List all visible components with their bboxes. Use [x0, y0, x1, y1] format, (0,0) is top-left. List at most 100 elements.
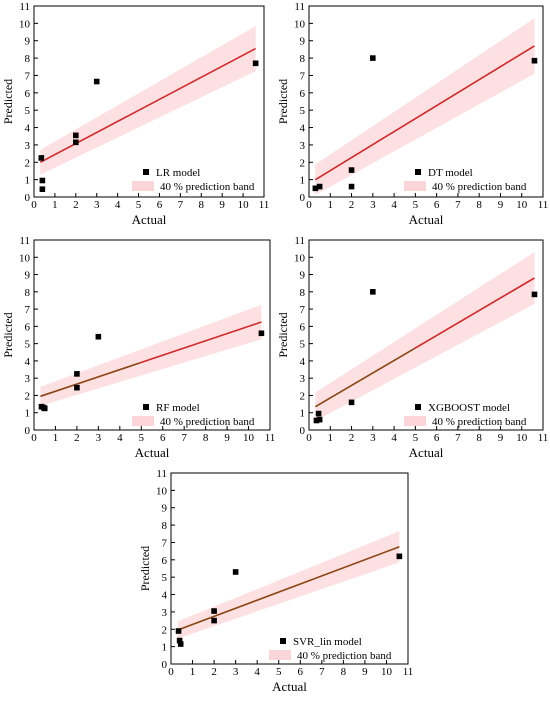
legend-marker-label: DT model — [428, 167, 473, 179]
y-tick-label: 1 — [162, 642, 168, 654]
y-tick-label: 8 — [25, 53, 31, 65]
data-point — [175, 628, 182, 634]
x-tick-label: 6 — [434, 199, 440, 211]
data-point — [74, 371, 80, 377]
fit-line — [314, 45, 535, 181]
x-tick-label: 4 — [254, 666, 260, 678]
data-point — [348, 399, 355, 406]
x-tick-label: 8 — [199, 199, 205, 211]
y-tick-label: 8 — [300, 287, 306, 299]
x-tick-label: 0 — [31, 432, 37, 444]
x-tick-label: 5 — [413, 432, 419, 444]
y-tick-label: 3 — [25, 140, 31, 152]
data-point — [41, 405, 48, 412]
x-tick-label: 11 — [403, 666, 414, 678]
data-point — [315, 410, 322, 417]
y-tick-label: 7 — [162, 537, 168, 549]
x-tick-label: 4 — [391, 199, 397, 211]
x-tick-label: 7 — [319, 666, 325, 678]
plot-frame — [308, 239, 544, 431]
chart-panel-xgboost: 0 1 2 3 4 5 6 7 8 9 10 1101234567891011ActualPredic… — [276, 235, 548, 460]
legend-marker — [280, 638, 286, 644]
y-tick-label: 3 — [162, 607, 168, 619]
data-point — [39, 177, 46, 184]
x-tick-label: 5 — [413, 199, 419, 211]
x-tick-label: 3 — [94, 199, 100, 211]
x-tick-label: 10 — [516, 432, 528, 444]
y-tick-label: 2 — [25, 157, 31, 169]
y-tick-label: 6 — [25, 321, 31, 333]
y-tick-label: 2 — [300, 157, 306, 169]
y-tick-label: 2 — [25, 390, 31, 402]
legend-band-label: 40 % prediction band — [160, 416, 255, 428]
data-point — [74, 384, 80, 391]
data-point — [531, 57, 538, 64]
data-point — [95, 333, 102, 340]
y-tick-label: 1 — [25, 175, 31, 187]
x-tick-label: 2 — [349, 199, 355, 211]
x-tick-label: 9 — [224, 432, 230, 444]
y-tick-label: 1 — [25, 408, 31, 420]
x-tick-label: 5 — [139, 432, 145, 444]
data-point — [531, 291, 538, 298]
data-point — [348, 167, 355, 173]
data-point — [177, 641, 184, 647]
y-tick-label: 9 — [25, 270, 31, 282]
y-tick-label: 10 — [19, 18, 31, 30]
prediction-band — [40, 25, 256, 175]
chart-panel-rf: 0 1 2 3 4 5 6 7 8 9 10 1101234567891011ActualPredic… — [1, 235, 275, 460]
prediction-band — [315, 18, 535, 195]
fit-line — [177, 546, 400, 631]
y-tick-label: 0 — [300, 425, 306, 437]
data-point — [258, 330, 265, 337]
data-point — [176, 637, 183, 644]
x-tick-label: 2 — [349, 432, 355, 444]
x-tick-label: 11 — [259, 199, 270, 211]
x-tick-label: 11 — [538, 199, 549, 211]
y-tick-label: 0 — [162, 659, 168, 671]
data-point — [211, 608, 217, 614]
legend-band-swatch — [132, 416, 154, 426]
x-tick-label: 7 — [181, 432, 187, 444]
legend-marker-label: LR model — [156, 167, 200, 179]
x-tick-label: 8 — [476, 199, 482, 211]
chart-panel-svr-lin: 0 1 2 3 4 5 6 7 8 9 10 1101234567891011ActualPredic… — [138, 468, 413, 694]
x-tick-label: 8 — [341, 666, 347, 678]
legend-band-label: 40 % prediction band — [432, 181, 527, 193]
data-point — [211, 617, 217, 624]
x-tick-label: 9 — [498, 432, 504, 444]
y-tick-label: 0 — [300, 192, 306, 204]
prediction-band — [315, 252, 535, 421]
data-point — [316, 416, 323, 423]
y-tick-label: 11 — [19, 235, 30, 247]
x-tick-label: 9 — [362, 666, 368, 678]
y-tick-label: 5 — [25, 105, 31, 117]
y-tick-label: 8 — [25, 287, 31, 299]
plot-frame — [308, 5, 544, 198]
legend-marker — [143, 404, 149, 410]
x-tick-label: 5 — [276, 666, 282, 678]
y-tick-label: 11 — [294, 1, 305, 13]
y-tick-label: 1 — [300, 175, 306, 187]
data-point — [38, 155, 45, 161]
y-tick-label: 6 — [300, 88, 306, 100]
x-tick-label: 2 — [73, 199, 79, 211]
x-tick-label: 9 — [498, 199, 504, 211]
y-tick-label: 9 — [25, 36, 31, 48]
y-tick-label: 10 — [156, 485, 168, 497]
x-tick-label: 11 — [538, 432, 549, 444]
fit-line-segment — [40, 362, 141, 398]
data-point — [313, 417, 320, 424]
legend: RF model 40 % prediction band — [132, 402, 255, 428]
x-tick-label: 7 — [178, 199, 184, 211]
y-axis-label: Predicted — [1, 312, 15, 357]
y-tick-label: 6 — [300, 321, 306, 333]
y-axis-label: Predicted — [138, 546, 152, 591]
data-point — [39, 186, 46, 192]
legend-marker-label: RF model — [156, 402, 200, 414]
x-tick-label: 2 — [74, 432, 80, 444]
data-point — [312, 185, 319, 192]
y-tick-label: 11 — [294, 235, 305, 247]
fit-line-segment — [413, 277, 535, 350]
